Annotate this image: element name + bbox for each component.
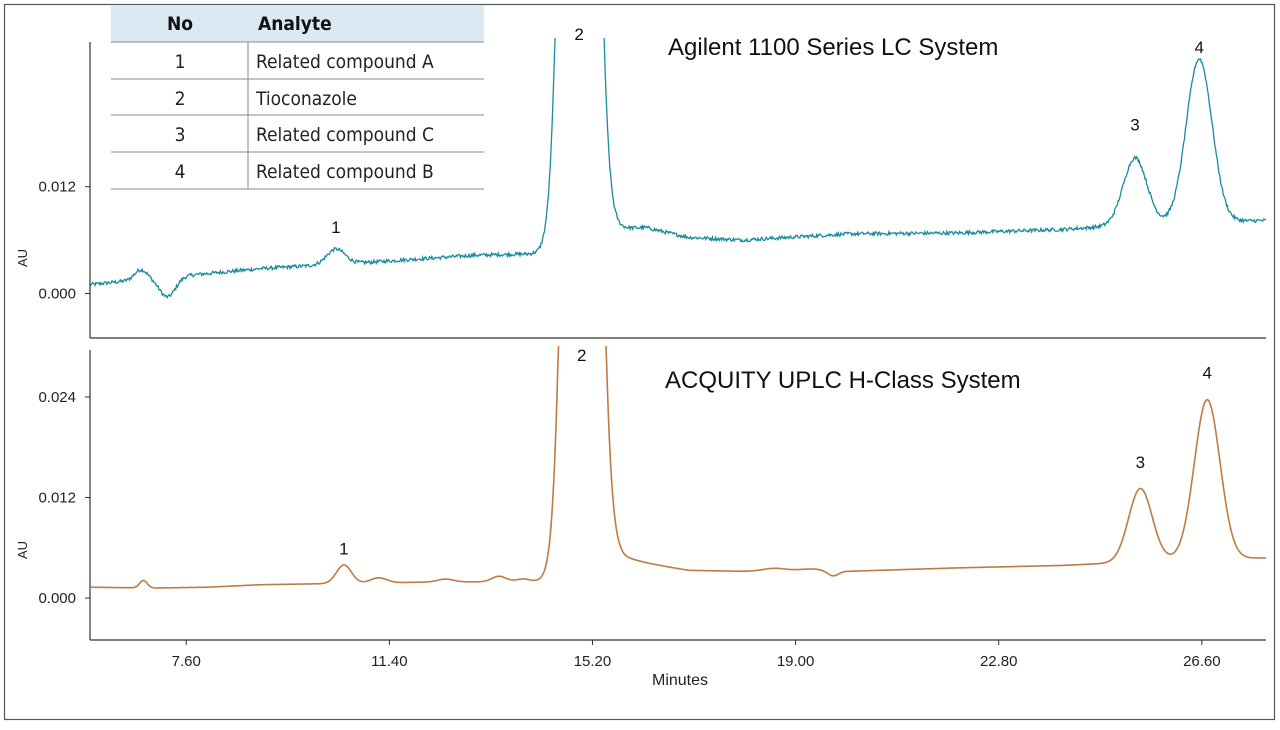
- table-cell-no: 3: [175, 124, 186, 146]
- series-trace: [90, 38, 1266, 300]
- series-trace: [90, 346, 1266, 589]
- peak-label: 2: [574, 25, 583, 44]
- peak-label: 4: [1194, 38, 1203, 57]
- analyte-table: No Analyte 1 Related compound A 2 Tiocon…: [111, 5, 484, 190]
- table-cell-no: 1: [175, 51, 186, 73]
- y-tick-label: 0.000: [38, 590, 76, 607]
- y-tick-label: 0.000: [38, 285, 76, 302]
- peak-label: 2: [577, 346, 586, 365]
- table-cell-analyte: Related compound A: [256, 51, 434, 73]
- peak-label: 3: [1130, 116, 1139, 135]
- x-tick-label: 15.20: [574, 653, 612, 670]
- y-axis-label-acquity: AU: [15, 541, 30, 559]
- table-header-bg: [111, 5, 484, 42]
- table-cell-analyte: Related compound C: [256, 124, 434, 146]
- peak-label: 4: [1202, 364, 1211, 383]
- panel-title-acquity: ACQUITY UPLC H-Class System: [665, 367, 1021, 394]
- figure-border: [3, 3, 1276, 721]
- x-axis-title: Minutes: [652, 672, 708, 689]
- y-tick-label: 0.012: [38, 179, 76, 196]
- x-tick-label: 19.00: [777, 653, 815, 670]
- peak-label: 3: [1136, 453, 1145, 472]
- peak-label: 1: [339, 540, 348, 559]
- table-cell-no: 4: [175, 161, 186, 183]
- table-cell-analyte: Related compound B: [256, 161, 434, 183]
- table-cell-analyte: Tioconazole: [255, 88, 357, 110]
- y-axis-label-agilent: AU: [15, 249, 30, 267]
- y-tick-label: 0.012: [38, 490, 76, 507]
- panel-title-agilent: Agilent 1100 Series LC System: [668, 34, 998, 61]
- x-tick-label: 11.40: [371, 653, 407, 670]
- x-tick-label: 7.60: [172, 653, 201, 670]
- x-tick-label: 22.80: [980, 653, 1018, 670]
- table-cell-no: 2: [175, 88, 186, 110]
- table-header-analyte: Analyte: [258, 13, 332, 35]
- x-tick-label: 26.60: [1183, 653, 1221, 670]
- peak-label: 1: [331, 218, 340, 237]
- table-header-no: No: [167, 13, 193, 35]
- panel-acquity: 0.000 0.012 0.024 7.60 11.40 15.20 19.00 22.80 2…: [38, 346, 1266, 670]
- y-tick-label: 0.024: [38, 389, 76, 406]
- panel-agilent: 0.000 0.012 1 2 3 4: [38, 25, 1266, 339]
